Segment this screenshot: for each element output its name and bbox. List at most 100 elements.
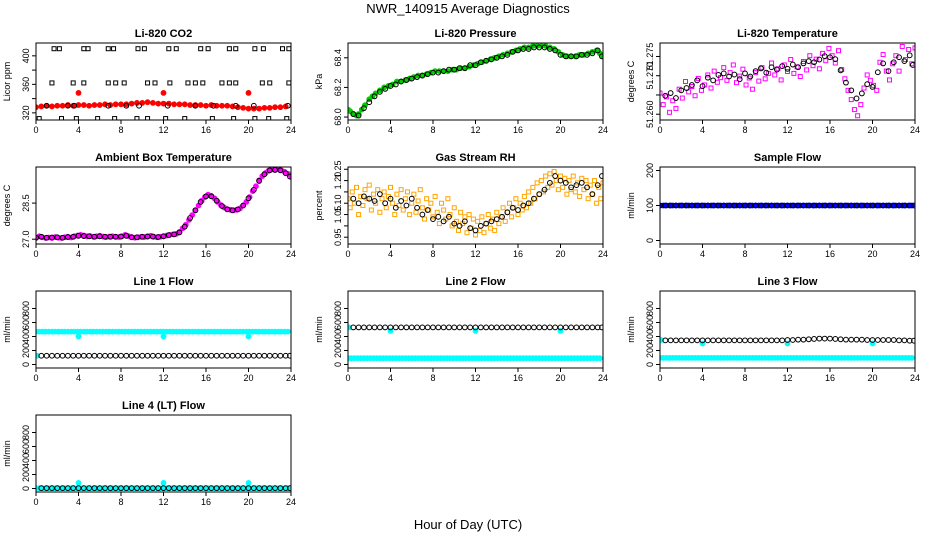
- data-point: [149, 233, 156, 240]
- data-point: [366, 195, 373, 202]
- data-point: [287, 485, 291, 492]
- data-point: [811, 336, 817, 342]
- x-tick-label: 24: [286, 497, 296, 507]
- data-point: [836, 48, 841, 54]
- x-tick-label: 20: [555, 249, 565, 259]
- data-point: [428, 200, 434, 206]
- data-point: [219, 102, 225, 109]
- data-point: [584, 51, 590, 58]
- y-tick-label: 0: [645, 238, 655, 243]
- data-point: [592, 178, 597, 184]
- data-point: [112, 116, 118, 120]
- data-point: [874, 69, 881, 76]
- data-point: [908, 354, 915, 361]
- plot-frame: [347, 290, 604, 369]
- data-point: [414, 204, 420, 211]
- data-point: [570, 173, 576, 179]
- data-point: [694, 77, 701, 84]
- data-point: [43, 352, 50, 359]
- data-point: [390, 200, 396, 206]
- x-tick-label: 12: [158, 497, 168, 507]
- data-point: [96, 233, 103, 240]
- data-point: [742, 337, 748, 344]
- x-tick-label: 0: [345, 125, 350, 135]
- plot-frame: [35, 414, 292, 493]
- data-point: [893, 53, 899, 59]
- data-point: [434, 209, 440, 215]
- points: [36, 479, 291, 492]
- data-point: [864, 202, 871, 209]
- data-point: [155, 234, 162, 240]
- data-point: [901, 58, 908, 64]
- data-point: [515, 212, 521, 218]
- data-point: [496, 221, 502, 227]
- data-point: [552, 173, 559, 179]
- data-point: [445, 196, 451, 202]
- data-point: [192, 352, 199, 359]
- data-point: [145, 80, 151, 86]
- points: [660, 335, 915, 361]
- data-point: [398, 198, 405, 204]
- data-point: [874, 337, 881, 343]
- data-point: [901, 337, 908, 344]
- data-point: [743, 82, 749, 88]
- data-point: [759, 65, 765, 71]
- y-tick-label: 400: [21, 48, 31, 63]
- data-point: [845, 87, 851, 93]
- data-point: [350, 111, 357, 117]
- x-tick-label: 8: [742, 125, 747, 135]
- data-point: [851, 107, 857, 113]
- data-point: [139, 352, 146, 359]
- panel-ambient: Ambient Box Temperature degrees C 0 4 8 12 16 2…: [2, 152, 296, 259]
- x-tick-label: 24: [286, 373, 296, 383]
- data-point: [583, 178, 589, 184]
- data-point: [400, 207, 406, 213]
- data-point: [667, 202, 674, 209]
- data-point: [197, 352, 204, 359]
- data-point: [424, 324, 431, 331]
- y-axis-label: ml/min: [2, 440, 12, 467]
- data-point: [70, 80, 76, 86]
- data-point: [909, 62, 915, 68]
- x-tick-label: 20: [555, 125, 565, 135]
- data-point: [107, 485, 114, 492]
- panel-title: Li-820 CO2: [135, 28, 192, 40]
- data-point: [219, 352, 225, 359]
- data-point: [475, 218, 481, 224]
- data-point: [80, 485, 87, 492]
- data-point: [564, 191, 570, 197]
- data-point: [128, 485, 135, 492]
- data-point: [49, 103, 55, 110]
- data-point: [899, 43, 905, 49]
- data-point: [864, 81, 871, 88]
- data-point: [266, 116, 272, 120]
- data-point: [387, 324, 394, 331]
- x-tick-label: 8: [118, 125, 123, 135]
- data-point: [589, 324, 596, 331]
- plot-frame: [659, 42, 916, 121]
- data-point: [250, 186, 257, 193]
- data-point: [869, 337, 876, 343]
- data-point: [858, 336, 865, 343]
- data-point: [520, 46, 527, 52]
- data-point: [578, 51, 585, 58]
- data-point: [827, 202, 833, 209]
- data-point: [558, 173, 563, 179]
- data-point: [694, 202, 701, 209]
- data-point: [54, 102, 61, 109]
- data-point: [246, 194, 253, 200]
- plot-frame: [659, 290, 916, 369]
- y-tick-label: 0: [333, 362, 343, 367]
- points: [36, 328, 291, 359]
- data-point: [111, 46, 117, 52]
- data-point: [485, 212, 491, 218]
- y-tick-label: 600: [333, 315, 343, 330]
- data-point: [208, 485, 215, 492]
- y-tick-label: 200: [645, 163, 655, 178]
- data-point: [525, 324, 532, 331]
- data-point: [832, 60, 838, 66]
- data-point: [816, 335, 823, 342]
- y-tick-label: 200: [21, 467, 31, 482]
- x-tick-label: 0: [33, 125, 38, 135]
- data-point: [49, 234, 55, 241]
